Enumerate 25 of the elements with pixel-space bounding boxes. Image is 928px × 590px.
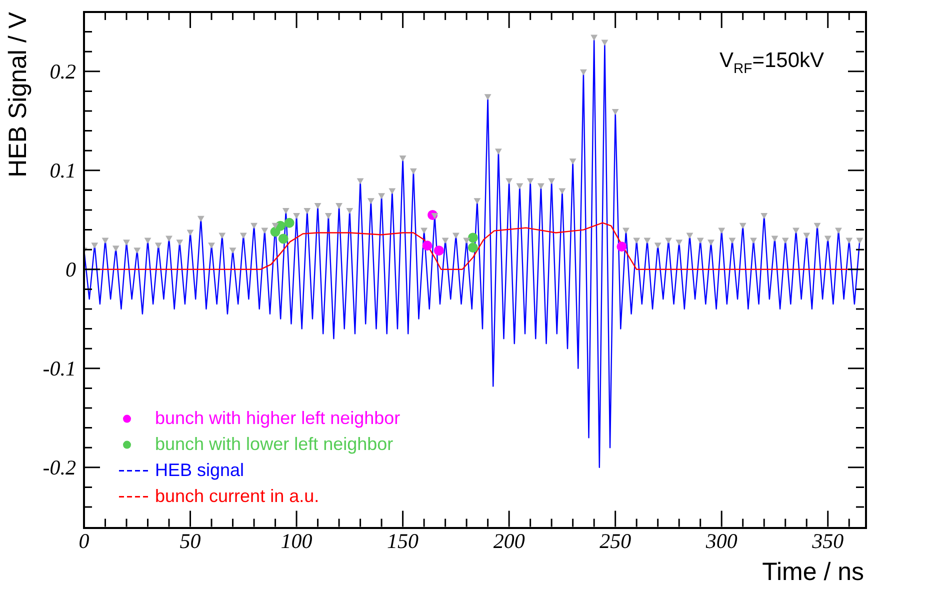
y-tick-label: 0.1 (50, 158, 76, 182)
x-tick-label: 350 (811, 528, 844, 553)
point (468, 232, 478, 243)
point (468, 242, 478, 253)
point (434, 246, 444, 256)
legend-label: bunch with higher left neighbor (155, 408, 400, 428)
legend-label: bunch with lower left neighbor (155, 434, 394, 454)
x-axis-title: Time / ns (762, 558, 864, 586)
y-tick-label: -0.1 (42, 356, 76, 380)
y-tick-label: -0.2 (42, 455, 76, 480)
y-tick-label: 0 (66, 257, 76, 282)
y-axis-title: HEB Signal / V (4, 12, 32, 178)
x-tick-label: 50 (180, 528, 202, 553)
point (616, 242, 627, 252)
x-tick-label: 100 (280, 528, 313, 553)
y-tick-label: 0.2 (50, 59, 76, 84)
legend-label: HEB signal (155, 460, 244, 480)
legend-label: bunch current in a.u. (155, 486, 320, 506)
x-tick-label: 200 (493, 528, 526, 553)
point (278, 234, 288, 244)
point (422, 240, 432, 251)
x-tick-label: 250 (600, 528, 632, 553)
x-tick-label: 150 (387, 528, 420, 553)
x-tick-label: 300 (704, 528, 738, 553)
point (284, 218, 294, 228)
